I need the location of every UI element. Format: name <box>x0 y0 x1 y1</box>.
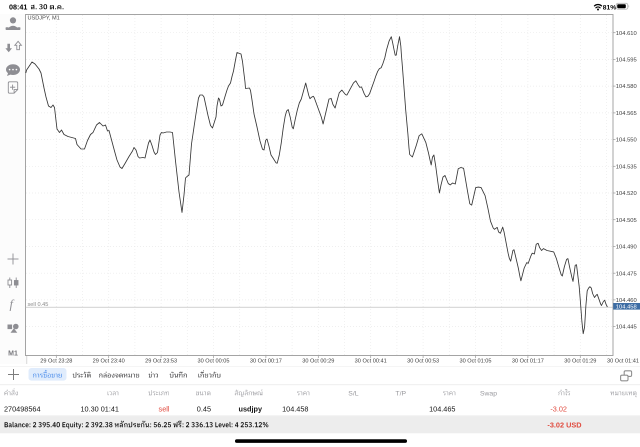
svg-text:sell: sell <box>159 404 170 413</box>
svg-text:104.465: 104.465 <box>429 404 455 413</box>
svg-text:104.475: 104.475 <box>616 271 637 277</box>
svg-text:81%: 81% <box>603 4 616 11</box>
svg-text:-3.02 USD: -3.02 USD <box>547 420 581 429</box>
svg-text:104.580: 104.580 <box>616 84 637 90</box>
svg-text:08:41: 08:41 <box>9 2 27 11</box>
svg-text:104.550: 104.550 <box>616 138 637 144</box>
svg-text:M1: M1 <box>8 350 18 357</box>
svg-text:104.458: 104.458 <box>282 404 308 413</box>
svg-text:30 Oct 01:41: 30 Oct 01:41 <box>607 359 639 365</box>
svg-text:T/P: T/P <box>395 390 406 397</box>
svg-text:270498564: 270498564 <box>4 404 41 413</box>
svg-text:30 Oct 00:17: 30 Oct 00:17 <box>250 359 282 365</box>
svg-text:S/L: S/L <box>348 390 358 397</box>
svg-text:30 Oct 00:29: 30 Oct 00:29 <box>302 359 334 365</box>
svg-text:104.520: 104.520 <box>616 191 637 197</box>
svg-text:30 Oct 01:05: 30 Oct 01:05 <box>459 359 491 365</box>
svg-text:104.490: 104.490 <box>616 245 637 251</box>
svg-text:Swap: Swap <box>480 390 497 397</box>
svg-text:104.458: 104.458 <box>616 304 637 310</box>
svg-text:-3.02: -3.02 <box>550 404 567 413</box>
svg-text:30 Oct 00:53: 30 Oct 00:53 <box>407 359 439 365</box>
svg-text:30 Oct 00:41: 30 Oct 00:41 <box>355 359 387 365</box>
svg-text:30 Oct 01:29: 30 Oct 01:29 <box>564 359 596 365</box>
svg-text:29 Oct 23:53: 29 Oct 23:53 <box>145 359 177 365</box>
svg-text:10.30 01:41: 10.30 01:41 <box>80 404 119 413</box>
svg-text:30 Oct 01:17: 30 Oct 01:17 <box>512 359 544 365</box>
svg-text:104.535: 104.535 <box>616 164 637 170</box>
svg-text:104.610: 104.610 <box>616 31 637 37</box>
svg-text:usdjpy: usdjpy <box>238 404 262 413</box>
svg-text:29 Oct 23:40: 29 Oct 23:40 <box>93 359 125 365</box>
svg-text:29 Oct 23:28: 29 Oct 23:28 <box>40 359 72 365</box>
svg-text:104.460: 104.460 <box>616 298 637 304</box>
svg-text:0.45: 0.45 <box>197 404 211 413</box>
svg-text:104.445: 104.445 <box>616 325 637 331</box>
svg-text:104.565: 104.565 <box>616 111 637 117</box>
svg-text:104.505: 104.505 <box>616 218 637 224</box>
svg-text:f: f <box>10 298 15 312</box>
svg-text:sell 0.45: sell 0.45 <box>28 302 49 308</box>
svg-text:104.595: 104.595 <box>616 58 637 64</box>
svg-text:USDJPY, M1: USDJPY, M1 <box>28 16 60 22</box>
svg-text:30 Oct 00:05: 30 Oct 00:05 <box>197 359 229 365</box>
